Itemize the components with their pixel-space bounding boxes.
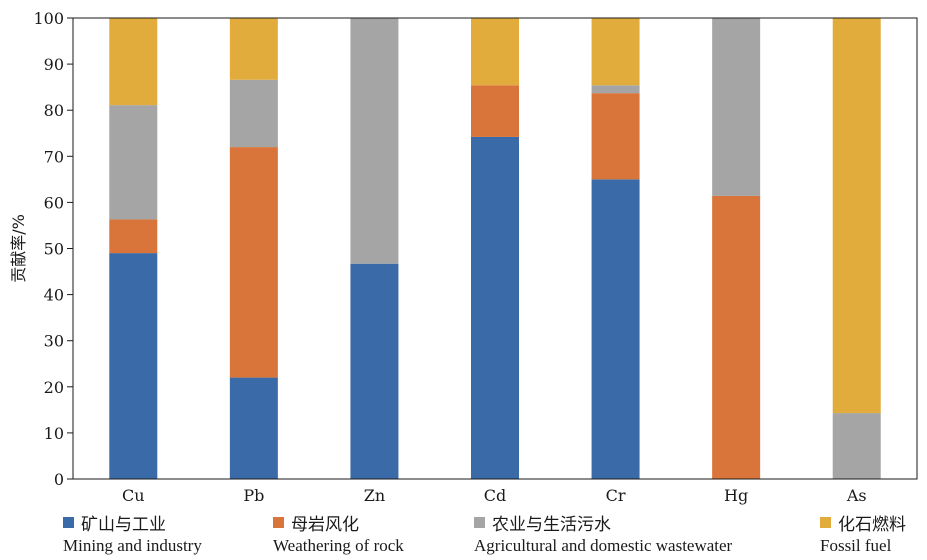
x-tick-label: Pb <box>243 486 264 505</box>
bar-segment-fossil-Pb <box>229 18 278 80</box>
x-tick-label: Cu <box>122 486 145 505</box>
legend-item-agri: 农业与生活污水 Agricultural and domestic wastew… <box>474 510 732 558</box>
bar-segment-weathering-Cu <box>109 219 158 254</box>
legend-item-weathering: 母岩风化 Weathering of rock <box>273 510 404 558</box>
y-tick-label: 20 <box>44 378 64 397</box>
legend-label-cn: 母岩风化 <box>291 514 359 535</box>
legend-item-mining: 矿山与工业 Mining and industry <box>63 510 202 558</box>
y-tick-label: 80 <box>44 101 64 120</box>
legend-label-cn: 矿山与工业 <box>81 514 166 535</box>
bar-segment-fossil-Cd <box>471 18 519 86</box>
bar-segment-weathering-Hg <box>712 195 761 480</box>
x-tick-label: As <box>846 486 867 505</box>
y-tick-label: 0 <box>54 470 64 489</box>
legend-label-cn: 化石燃料 <box>838 514 906 535</box>
x-tick-label: Zn <box>364 486 385 505</box>
y-axis-label: 贡献率/% <box>9 214 28 283</box>
x-tick-label: Cr <box>606 486 626 505</box>
bar-segment-mining-Cu <box>109 253 158 479</box>
bar-segment-mining-Zn <box>350 263 399 479</box>
bars-layer <box>109 18 881 480</box>
bar-segment-mining-Cd <box>471 136 519 480</box>
bar-segment-mining-Cr <box>591 179 640 479</box>
bar-segment-agri-Pb <box>229 79 278 148</box>
bar-segment-weathering-Cr <box>591 93 640 180</box>
legend-label-en: Agricultural and domestic wastewater <box>474 536 733 555</box>
y-tick-label: 30 <box>44 332 64 351</box>
bar-segment-agri-As <box>832 413 881 479</box>
y-axis-ticks: 0 10 20 30 40 50 60 70 80 90 100 <box>33 9 73 489</box>
x-axis-ticks: Cu Pb Zn Cd Cr Hg As <box>122 486 867 505</box>
y-tick-label: 60 <box>44 193 64 212</box>
x-tick-label: Hg <box>724 486 748 505</box>
y-tick-label: 70 <box>44 147 64 166</box>
bar-segment-agri-Hg <box>712 18 761 196</box>
legend-swatch-weathering <box>273 516 284 528</box>
legend-item-fossil: 化石燃料 Fossil fuel <box>820 510 906 558</box>
legend-label-cn: 农业与生活污水 <box>492 514 611 535</box>
bar-segment-agri-Cr <box>591 85 640 94</box>
bar-segment-weathering-Pb <box>229 147 278 378</box>
x-tick-label: Cd <box>484 486 506 505</box>
bar-segment-agri-Cu <box>109 105 158 220</box>
bar-segment-mining-Pb <box>229 377 278 479</box>
y-tick-label: 40 <box>44 286 64 305</box>
y-tick-label: 50 <box>44 240 64 259</box>
stacked-bar-chart: 0 10 20 30 40 50 60 70 80 90 100 Cu Pb Zn Cd Cr Hg As 贡献… <box>9 9 918 505</box>
y-tick-label: 100 <box>33 9 64 28</box>
bar-segment-fossil-Cr <box>591 18 640 86</box>
bar-segment-fossil-As <box>832 18 881 414</box>
legend-swatch-fossil <box>820 516 831 528</box>
plot-frame <box>72 17 918 480</box>
legend-label-en: Fossil fuel <box>820 536 892 555</box>
legend-swatch-agri <box>474 516 485 528</box>
bar-segment-agri-Zn <box>350 18 399 264</box>
y-tick-label: 90 <box>44 55 64 74</box>
y-tick-label: 10 <box>44 424 64 443</box>
legend-label-en: Mining and industry <box>63 536 202 555</box>
bar-segment-fossil-Cu <box>109 18 158 106</box>
legend-label-en: Weathering of rock <box>273 536 404 555</box>
legend: 矿山与工业 Mining and industry 母岩风化 Weatherin… <box>0 510 927 560</box>
bar-segment-weathering-Cd <box>471 85 519 137</box>
legend-swatch-mining <box>63 516 74 528</box>
